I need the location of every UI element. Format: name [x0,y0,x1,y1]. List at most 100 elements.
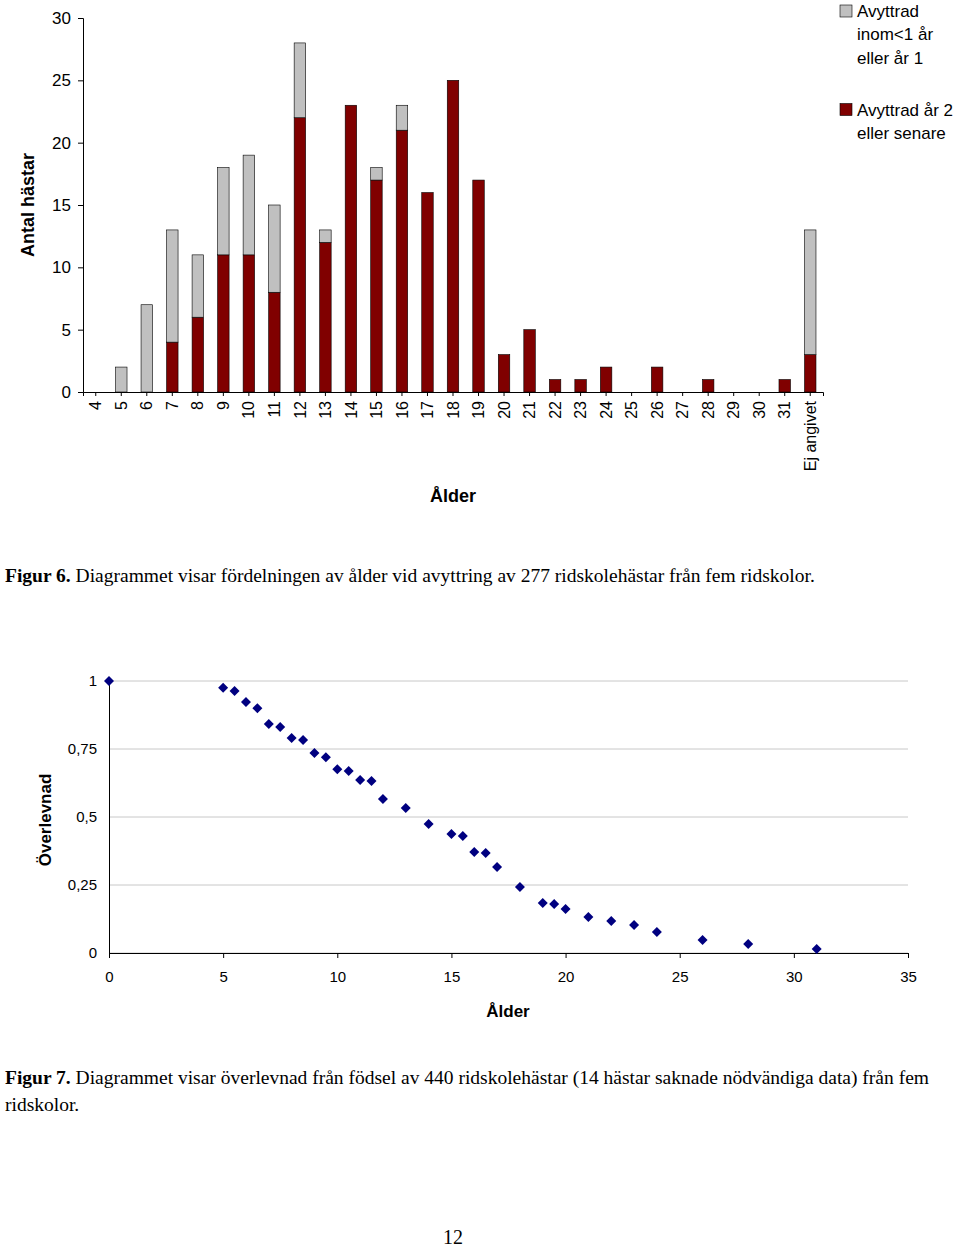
bar [805,230,816,355]
y-axis-title: Överlevnad [36,774,55,867]
y-tick-label: 0,75 [68,740,97,757]
bar [90,392,101,393]
x-tick: 10 [329,953,346,985]
x-tick-mark [759,392,760,396]
bar [626,392,637,393]
x-tick-mark [555,392,556,396]
bar [320,242,331,392]
bar [473,180,484,392]
x-tick-mark [784,392,785,396]
point [309,748,319,758]
x-tick-mark [580,392,581,396]
x-tick-label: 20 [558,968,575,985]
legend-line: inom<1 år [857,25,933,44]
y-tick-mark [78,143,83,144]
x-tick-mark [708,392,709,396]
x-tick: 28 [700,392,717,419]
point [264,719,274,729]
x-tick-label: 7 [164,401,181,410]
y-axis-line [109,682,110,954]
x-tick: 22 [547,392,564,419]
x-tick-mark [95,392,96,396]
x-axis: 05101520253035 [105,953,917,985]
point [378,794,388,804]
legend-label: Avyttrad år 2eller senare [857,101,953,143]
x-tick: 5 [113,392,130,410]
x-tick: 27 [674,392,691,419]
x-tick-mark [657,392,658,396]
bar [728,392,739,393]
x-tick-label: 17 [419,401,436,419]
x-tick: Ej angivet [802,392,819,471]
bar [294,43,305,118]
x-axis-title: Ålder [486,1002,530,1021]
x-tick-mark [146,392,147,396]
x-tick-mark [376,392,377,396]
bar [243,255,254,392]
y-tick: 20 [52,134,83,153]
bar [728,392,739,393]
y-tick: 0,75 [68,740,109,757]
y-tick-label: 25 [52,71,71,90]
point [561,904,571,914]
x-tick-mark [794,953,795,958]
y-tick-label: 0,25 [68,876,97,893]
x-tick-label: 15 [368,401,385,419]
x-tick: 25 [672,953,689,985]
point [583,912,593,922]
x-tick: 19 [470,392,487,419]
x-tick: 12 [291,392,308,419]
bar [141,305,152,392]
bar [167,230,178,342]
point [743,939,753,949]
point [424,819,434,829]
x-tick-mark [451,953,452,958]
x-tick-mark [631,392,632,396]
x-tick-mark [109,953,110,958]
grid-line [109,749,908,750]
page-canvas: 0510152025304567891011121314151617181920… [0,0,960,1251]
x-tick-label: 35 [900,968,917,985]
y-tick-mark [78,392,83,393]
x-tick-mark [606,392,607,396]
bar [422,193,433,392]
bar [192,255,203,317]
x-tick-label: 27 [674,401,691,419]
x-tick-mark [682,392,683,396]
bar [524,329,535,330]
x-tick: 13 [317,392,334,419]
point [230,686,240,696]
bar [473,180,484,181]
bar [702,380,713,392]
x-tick-label: 8 [189,401,206,410]
x-tick: 8 [189,392,206,410]
x-tick-label: 26 [649,401,666,419]
x-tick: 15 [444,953,461,985]
y-tick-mark [78,267,83,268]
bar [779,379,790,380]
x-tick-mark [504,392,505,396]
x-axis-title: Ålder [430,486,476,506]
x-tick: 4 [87,392,104,410]
point [538,898,548,908]
point [629,920,639,930]
bar [677,392,688,393]
point [652,927,662,937]
page-number: 12 [443,1226,463,1249]
bar [243,155,254,255]
caption-text: Diagrammet visar överlevnad från födsel … [5,1067,929,1115]
x-tick-label: 15 [444,968,461,985]
y-tick: 10 [52,258,83,277]
bar [396,130,407,392]
y-tick: 0,5 [76,808,109,825]
point [298,735,308,745]
bar [320,230,331,242]
bar [116,367,127,392]
x-tick: 26 [649,392,666,419]
x-axis-line [84,393,824,397]
x-tick-mark [478,392,479,396]
bar [269,205,280,292]
y-tick-mark [78,205,83,206]
y-tick-label: 0 [89,944,97,961]
bar [524,330,535,392]
